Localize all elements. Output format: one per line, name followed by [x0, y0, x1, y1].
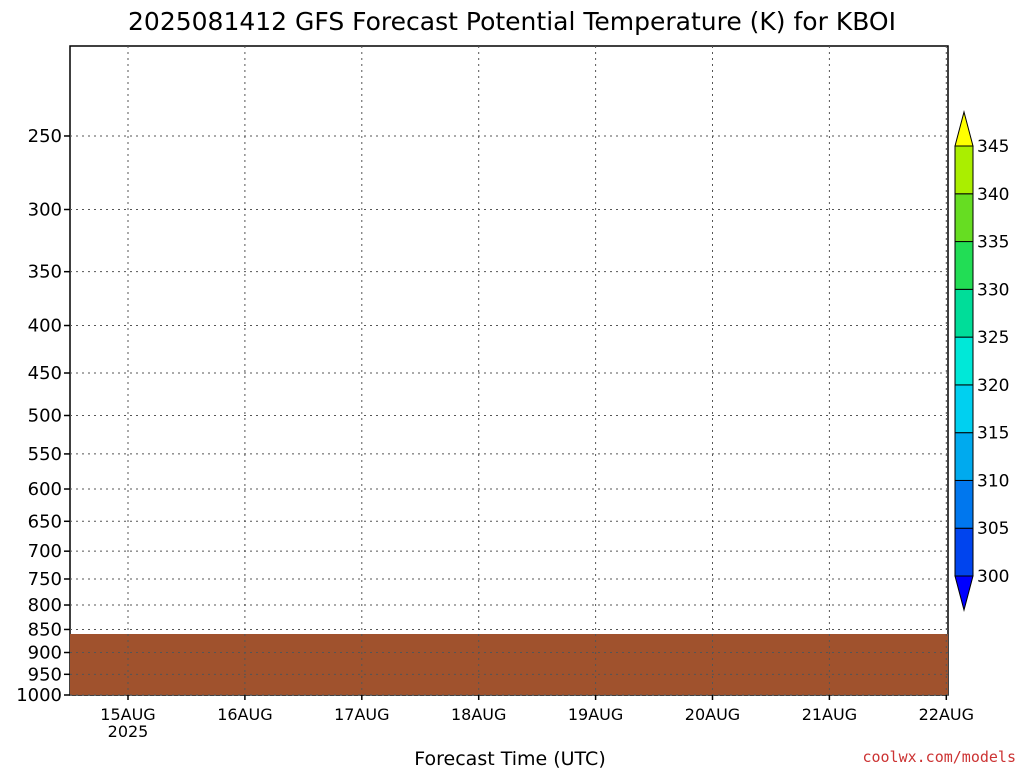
- colorbar-label: 320: [977, 376, 1009, 396]
- colorbar-band: [954, 241, 974, 290]
- colorbar-label: 315: [977, 424, 1009, 444]
- colorbar-label: 305: [977, 519, 1009, 539]
- y-tick-label: 700: [28, 541, 62, 562]
- colorbar-band: [954, 479, 974, 529]
- colorbar-label: 340: [977, 185, 1009, 205]
- colorbar-bottom-arrow: [954, 575, 974, 612]
- x-axis-label: Forecast Time (UTC): [414, 748, 605, 768]
- x-tick-label: 21AUG: [802, 705, 857, 724]
- chart-title: 2025081412 GFS Forecast Potential Temper…: [128, 7, 896, 36]
- ground-fill: [70, 634, 948, 695]
- colorbar-band: [954, 527, 974, 577]
- y-tick-label: 400: [28, 316, 62, 337]
- x-tick-label: 15AUG: [100, 705, 155, 724]
- colorbar-band: [954, 432, 974, 481]
- y-tick-label: 850: [28, 619, 62, 640]
- y-tick-label: 350: [28, 262, 62, 283]
- grid-lines: [70, 46, 948, 696]
- x-tick-label: 16AUG: [217, 705, 272, 724]
- colorbar-label: 310: [977, 471, 1009, 491]
- colorbar-band: [954, 145, 974, 195]
- colorbar-band: [954, 193, 974, 243]
- y-tick-label: 1000: [16, 685, 62, 706]
- colorbar-band: [954, 336, 974, 386]
- y-tick-label: 650: [28, 511, 62, 532]
- plot-frame: [69, 45, 949, 696]
- below-ground-fill: [70, 634, 948, 695]
- colorbar-top-arrow: [954, 110, 974, 147]
- y-axis: 250 300 350 400 450 500 550 600 650 700 750 800 850 9…: [16, 126, 70, 706]
- x-tick-sublabel: 2025: [108, 722, 149, 741]
- y-tick-label: 800: [28, 595, 62, 616]
- y-tick-label: 600: [28, 479, 62, 500]
- y-tick-label: 300: [28, 200, 62, 221]
- colorbar-band: [954, 288, 974, 338]
- colorbar-band: [954, 384, 974, 434]
- colorbar-label: 300: [977, 567, 1009, 587]
- y-tick-label: 550: [28, 444, 62, 465]
- x-tick-label: 22AUG: [919, 705, 974, 724]
- y-tick-label: 750: [28, 569, 62, 590]
- x-tick-label: 20AUG: [685, 705, 740, 724]
- plot-area: [69, 45, 949, 696]
- colorbar-label: 325: [977, 328, 1009, 348]
- colorbar: 300 305 310 315 320 325 330 335 340 345: [954, 110, 1009, 612]
- y-tick-label: 900: [28, 643, 62, 664]
- y-tick-label: 500: [28, 405, 62, 426]
- y-tick-label: 250: [28, 126, 62, 147]
- x-tick-label: 19AUG: [568, 705, 623, 724]
- credit-link[interactable]: coolwx.com/models: [862, 748, 1016, 766]
- y-tick-label: 450: [28, 363, 62, 384]
- x-tick-label: 17AUG: [334, 705, 389, 724]
- x-tick-label: 18AUG: [451, 705, 506, 724]
- colorbar-label: 335: [977, 233, 1009, 253]
- colorbar-label: 345: [977, 137, 1009, 157]
- y-tick-label: 950: [28, 664, 62, 685]
- colorbar-label: 330: [977, 280, 1009, 300]
